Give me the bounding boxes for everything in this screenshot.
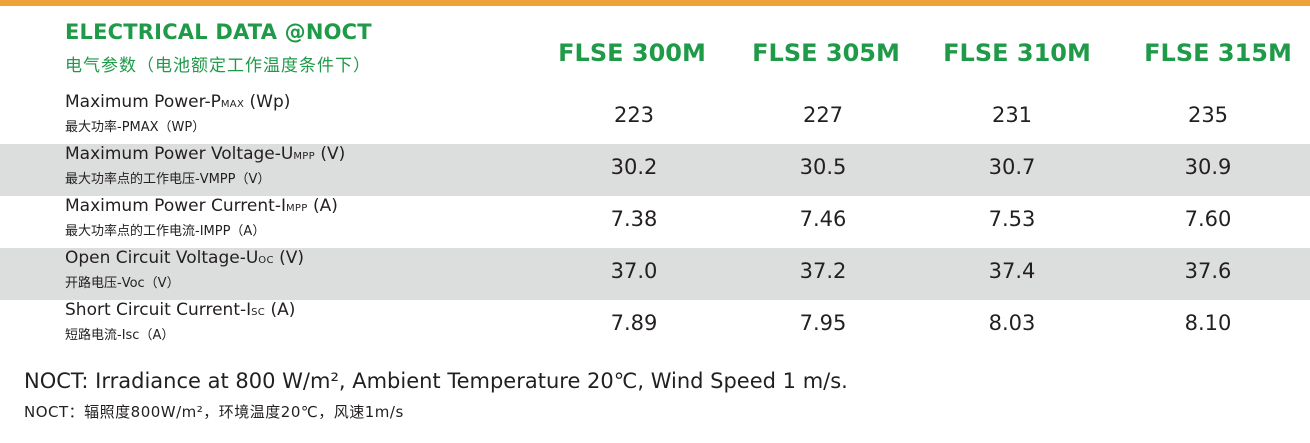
param-name-en: Maximum Power Voltage-UMPP (V) [65, 144, 346, 164]
value-cell: 30.2 [610, 155, 658, 179]
table-header: ELECTRICAL DATA @NOCT 电气参数（电池额定工作温度条件下） … [0, 6, 1310, 92]
table-row: Maximum Power Voltage-UMPP (V) 最大功率点的工作电… [0, 144, 1310, 196]
param-name-en: Open Circuit Voltage-UOC (V) [65, 248, 305, 268]
param-name-en: Short Circuit Current-ISC (A) [65, 300, 296, 320]
noct-note-en: NOCT: Irradiance at 800 W/m², Ambient Te… [24, 369, 848, 393]
param-name-cn: 最大功率点的工作电压-VMPP（V） [65, 172, 271, 187]
value-cell: 223 [613, 103, 655, 127]
model-header: FLSE 305M [752, 39, 900, 67]
top-rule [0, 0, 1310, 6]
value-cell: 235 [1187, 103, 1229, 127]
param-name-cn: 最大功率-PMAX（WP） [65, 120, 206, 135]
table-row: Maximum Power-PMAX (Wp) 最大功率-PMAX（WP） 22… [0, 92, 1310, 144]
value-cell: 231 [991, 103, 1033, 127]
table-row: Maximum Power Current-IMPP (A) 最大功率点的工作电… [0, 196, 1310, 248]
model-header: FLSE 310M [943, 39, 1091, 67]
value-cell: 8.10 [1184, 311, 1232, 335]
value-cell: 37.2 [799, 259, 847, 283]
param-name-cn: 开路电压-Voc（V） [65, 276, 180, 291]
value-cell: 7.89 [610, 311, 658, 335]
value-cell: 227 [802, 103, 844, 127]
value-cell: 37.6 [1184, 259, 1232, 283]
table-row: Short Circuit Current-ISC (A) 短路电流-Isc（A… [0, 300, 1310, 352]
noct-note-cn: NOCT：辐照度800W/m²，环境温度20℃，风速1m/s [24, 403, 404, 421]
value-cell: 7.53 [988, 207, 1036, 231]
value-cell: 30.5 [799, 155, 847, 179]
table-row: Open Circuit Voltage-UOC (V) 开路电压-Voc（V）… [0, 248, 1310, 300]
value-cell: 7.46 [799, 207, 847, 231]
param-name-en: Maximum Power-PMAX (Wp) [65, 92, 291, 112]
model-header: FLSE 315M [1144, 39, 1292, 67]
table-subtitle: 电气参数（电池额定工作温度条件下） [65, 56, 371, 76]
model-header: FLSE 300M [558, 39, 706, 67]
value-cell: 7.95 [799, 311, 847, 335]
value-cell: 37.0 [610, 259, 658, 283]
value-cell: 8.03 [988, 311, 1036, 335]
param-name-cn: 短路电流-Isc（A） [65, 328, 175, 343]
param-name-cn: 最大功率点的工作电流-IMPP（A） [65, 224, 266, 239]
value-cell: 30.7 [988, 155, 1036, 179]
value-cell: 30.9 [1184, 155, 1232, 179]
value-cell: 7.38 [610, 207, 658, 231]
param-name-en: Maximum Power Current-IMPP (A) [65, 196, 338, 216]
value-cell: 7.60 [1184, 207, 1232, 231]
value-cell: 37.4 [988, 259, 1036, 283]
table-title: ELECTRICAL DATA @NOCT [65, 20, 372, 44]
